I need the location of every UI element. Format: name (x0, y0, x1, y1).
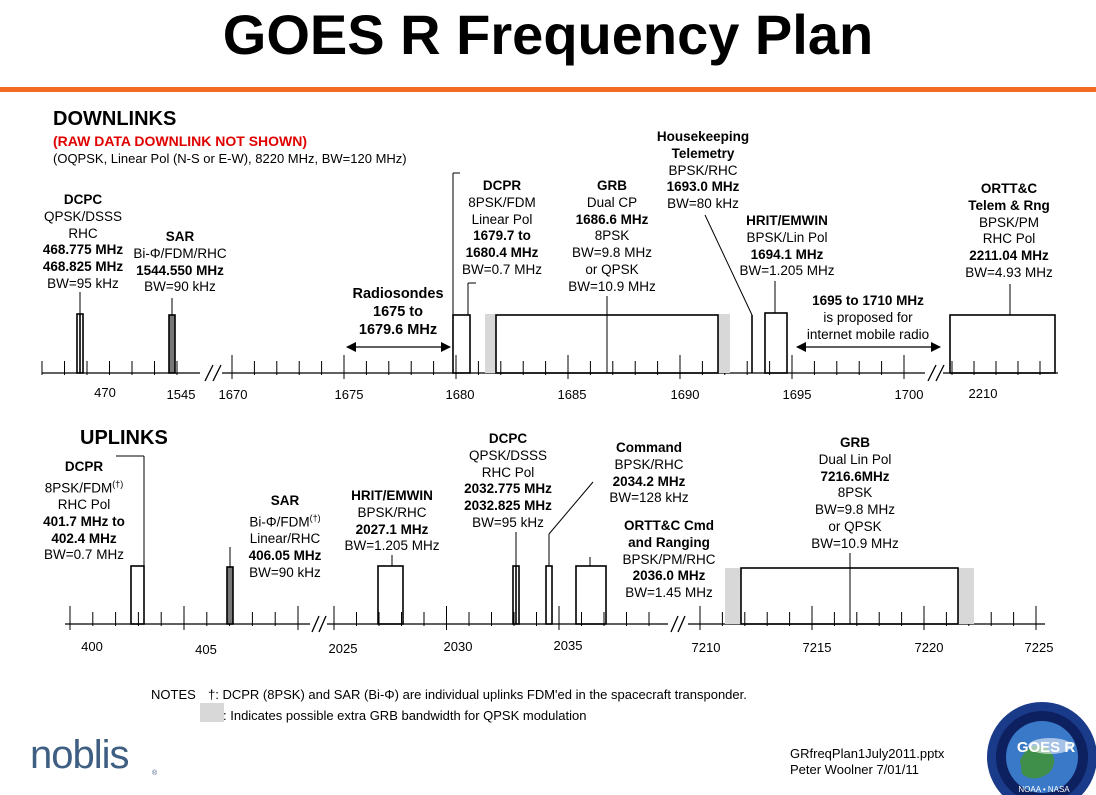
seal-text: GOES R (1017, 739, 1076, 756)
dl-dcpr-band (452, 314, 471, 374)
ul-sar-label: SAR Bi-Φ/FDM(†) Linear/RHC 406.05 MHz BW=90 … (248, 493, 322, 580)
dl-orttc-label: ORTT&C Telem & Rng BPSK/PM RHC Pol 2211.04 M… (965, 181, 1053, 280)
dl-hkt-label: Housekeeping Telemetry BPSK/RHC 1693.0 MHz B… (656, 129, 750, 212)
ul-dcpr-label: DCPR 8PSK/FDM(†) RHC Pol 401.7 MHz to 402.4 … (43, 459, 125, 563)
downlink-axis-breaks (204, 364, 945, 382)
uplinks-heading: UPLINKS (80, 427, 168, 449)
dl-tick-1685: 1685 (557, 387, 587, 402)
uplink-leaders (116, 455, 851, 624)
dl-dcpr-label: DCPR 8PSK/FDM Linear Pol 1679.7 to 1680.4 MH… (462, 178, 542, 277)
dl-tick-1670: 1670 (218, 387, 248, 402)
ul-tick-2025: 2025 (328, 641, 358, 656)
dl-dcpc-label: DCPC QPSK/DSSS RHC 468.775 MHz 468.825 MHz BW… (42, 192, 124, 291)
dl-sar-label: SAR Bi-Φ/FDM/RHC 1544.550 MHz BW=90 kHz (133, 229, 227, 295)
downlinks-heading: DOWNLINKS (53, 108, 177, 130)
notes-gray: : Indicates possible extra GRB bandwidth… (223, 708, 587, 723)
dl-sar-band (168, 314, 176, 374)
ul-command-band (545, 565, 553, 625)
footer-file: GRfreqPlan1July2011.pptx (790, 746, 945, 761)
dl-tick-1680: 1680 (445, 387, 475, 402)
ul-command-label: Command BPSK/RHC 2034.2 MHz BW=128 kHz (609, 440, 689, 506)
ul-tick-405: 405 (195, 642, 217, 657)
ul-tick-7215: 7215 (802, 640, 832, 655)
notes-label: NOTES (151, 687, 196, 702)
uplink-axis-breaks (311, 615, 686, 633)
dl-tick-1675: 1675 (334, 387, 364, 402)
ul-sar-band (226, 566, 234, 625)
dl-radiosondes-label: Radiosondes 1675 to 1679.6 MHz (352, 286, 444, 338)
ul-tick-2030: 2030 (443, 639, 473, 654)
uplink-minor-ticks (69, 606, 1037, 630)
raw-downlink-note: (RAW DATA DOWNLINK NOT SHOWN) (53, 133, 308, 149)
footer-author: Peter Woolner 7/01/11 (790, 762, 919, 777)
seal-subtext: NOAA • NASA (1018, 785, 1070, 794)
raw-downlink-detail: (OQPSK, Linear Pol (N-S or E-W), 8220 MH… (53, 151, 407, 166)
ul-tick-400: 400 (81, 639, 103, 654)
ul-tick-7225: 7225 (1024, 640, 1054, 655)
page-title: GOES R Frequency Plan (222, 3, 874, 66)
ul-grb-label: GRB Dual Lin Pol 7216.6MHz 8PSK BW=9.8 MHz or… (811, 435, 899, 551)
gray-band-swatch (200, 703, 224, 722)
notes-dagger: †: DCPR (8PSK) and SAR (Bi-Φ) are indivi… (208, 687, 747, 702)
downlink-minor-ticks (41, 355, 1041, 379)
uplink-gray-bands (725, 568, 974, 624)
ul-dcpc-label: DCPC QPSK/DSSS RHC Pol 2032.775 MHz 2032.825… (464, 431, 552, 530)
dl-tick-1695: 1695 (782, 387, 812, 402)
dl-grb-label: GRB Dual CP 1686.6 MHz 8PSK BW=9.8 MHz or QPS… (568, 178, 656, 294)
dl-tick-470: 470 (94, 385, 116, 400)
dl-hrit-band (764, 312, 788, 374)
ul-tick-7210: 7210 (691, 640, 721, 655)
dl-proposed-label: 1695 to 1710 MHz is proposed for internet … (806, 293, 930, 342)
ul-tick-2035: 2035 (553, 638, 583, 653)
goes-r-seal: GOES R NOAA • NASA (987, 702, 1096, 795)
ul-hrit-label: HRIT/EMWIN BPSK/RHC 2027.1 MHz BW=1.205 MHz (344, 488, 440, 554)
ul-dcpr-band (130, 565, 145, 625)
trademark-mark: ® (152, 769, 158, 777)
dl-tick-1700: 1700 (894, 387, 924, 402)
title-rule (0, 87, 1096, 92)
dl-tick-1690: 1690 (670, 387, 700, 402)
noblis-logo: noblis (30, 733, 130, 777)
downlink-leaders (79, 172, 1011, 373)
ul-orttc-band (575, 565, 607, 625)
dl-tick-2210: 2210 (968, 386, 998, 401)
ul-tick-7220: 7220 (914, 640, 944, 655)
dl-tick-1545: 1545 (166, 387, 196, 402)
ul-hrit-band (377, 565, 404, 625)
dl-hrit-label: HRIT/EMWIN BPSK/Lin Pol 1694.1 MHz BW=1.205… (739, 213, 835, 279)
dl-orttc-band (949, 314, 1056, 374)
ul-orttc-label: ORTT&C Cmd and Ranging BPSK/PM/RHC 2036.0 M… (622, 518, 716, 601)
downlink-gray-bands (485, 314, 730, 373)
